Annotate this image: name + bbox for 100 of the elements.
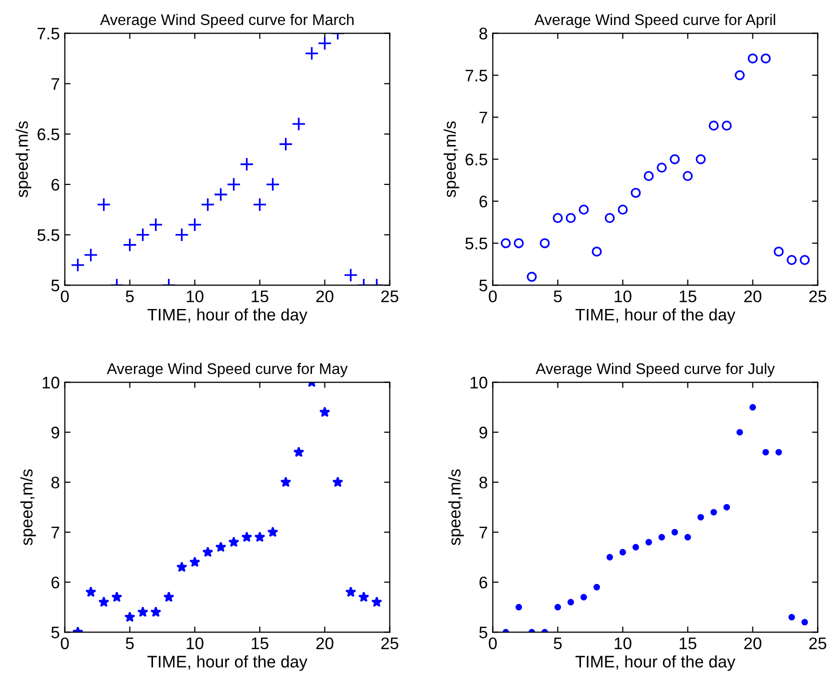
point xyxy=(632,544,640,550)
point xyxy=(671,528,678,536)
point xyxy=(163,591,174,602)
point xyxy=(723,504,730,510)
point xyxy=(658,534,666,540)
y-tick-label: 7.5 xyxy=(38,28,60,40)
x-tick-label: 25 xyxy=(809,637,826,650)
point xyxy=(292,116,306,132)
point xyxy=(552,213,563,224)
x-tick-label: 15 xyxy=(252,638,268,650)
x-tick-label: 10 xyxy=(186,637,204,650)
point xyxy=(645,538,652,546)
x-tick-label: 25 xyxy=(381,290,398,302)
y-tick-label: 6.5 xyxy=(38,128,60,140)
point xyxy=(252,197,267,212)
x-tick-label: 20 xyxy=(316,290,334,302)
point xyxy=(516,604,522,610)
point xyxy=(189,556,200,567)
point xyxy=(749,404,756,411)
point xyxy=(148,218,163,232)
chart-title: Average Wind Speed curve for July xyxy=(536,362,775,378)
y-tick-label: 6 xyxy=(52,178,60,191)
point xyxy=(578,204,589,215)
point xyxy=(554,604,562,610)
point xyxy=(801,618,808,626)
point xyxy=(580,594,588,600)
y-tick-label: 7 xyxy=(52,78,60,90)
point xyxy=(254,532,266,542)
point xyxy=(319,406,330,418)
point xyxy=(619,548,626,556)
point xyxy=(371,596,382,607)
point xyxy=(174,228,189,242)
point xyxy=(293,446,304,458)
point xyxy=(137,606,148,617)
point xyxy=(267,526,278,537)
y-tick-label: 10 xyxy=(42,376,60,388)
x-tick-label: 10 xyxy=(186,290,204,302)
x-tick-label: 0 xyxy=(488,637,497,650)
point xyxy=(240,157,254,172)
y-tick-label: 7 xyxy=(480,526,488,538)
x-tick-label: 0 xyxy=(60,637,69,650)
y-tick-label: 5.5 xyxy=(465,238,488,250)
x-tick-label: 10 xyxy=(614,290,632,302)
point xyxy=(682,171,693,182)
y-tick-label: 8 xyxy=(479,28,488,40)
point xyxy=(568,598,574,606)
y-tick-label: 5.5 xyxy=(37,229,60,241)
y-tick-label: 7 xyxy=(52,526,60,538)
x-axis-title: TIME, hour of the day xyxy=(575,655,736,671)
y-tick-label: 9 xyxy=(51,426,60,438)
point xyxy=(214,187,228,202)
point xyxy=(734,70,745,80)
point xyxy=(188,218,202,232)
y-tick-label: 6 xyxy=(52,576,60,588)
x-tick-label: 0 xyxy=(60,290,69,302)
point xyxy=(748,53,758,64)
point xyxy=(540,238,550,248)
point xyxy=(96,197,111,212)
point xyxy=(630,188,641,198)
point xyxy=(566,213,576,224)
point xyxy=(200,197,215,212)
point xyxy=(344,268,358,282)
point xyxy=(786,254,797,265)
point xyxy=(604,213,615,224)
x-tick-label: 0 xyxy=(488,290,497,302)
point xyxy=(278,137,293,152)
point xyxy=(280,476,292,487)
x-tick-label: 10 xyxy=(614,637,632,650)
y-tick-label: 7.5 xyxy=(466,70,488,82)
point xyxy=(84,248,98,262)
point xyxy=(500,238,511,248)
point xyxy=(85,586,96,597)
point xyxy=(215,541,226,552)
point xyxy=(98,596,110,607)
y-tick-label: 5 xyxy=(51,626,60,638)
point xyxy=(266,177,280,192)
y-axis-title: speed,m/s xyxy=(444,121,460,198)
point xyxy=(592,246,602,257)
x-tick-label: 25 xyxy=(381,637,398,650)
point xyxy=(202,546,214,557)
x-tick-label: 15 xyxy=(680,638,696,650)
point xyxy=(226,177,241,192)
x-tick-label: 5 xyxy=(126,290,134,302)
point xyxy=(332,476,344,487)
point xyxy=(760,53,771,64)
x-axis-title: TIME, hour of the day xyxy=(148,308,308,324)
y-tick-label: 5 xyxy=(479,626,488,638)
point xyxy=(708,120,719,131)
point xyxy=(618,204,628,215)
point xyxy=(697,514,704,520)
y-tick-label: 10 xyxy=(470,376,488,388)
x-axis-title: TIME, hour of the day xyxy=(575,308,736,324)
point xyxy=(775,448,782,456)
y-tick-label: 5 xyxy=(479,280,488,292)
point xyxy=(774,246,784,257)
point xyxy=(656,162,667,173)
x-tick-label: 20 xyxy=(316,637,334,650)
x-tick-label: 20 xyxy=(744,637,762,650)
y-tick-label: 8 xyxy=(479,476,488,488)
point xyxy=(684,534,691,540)
